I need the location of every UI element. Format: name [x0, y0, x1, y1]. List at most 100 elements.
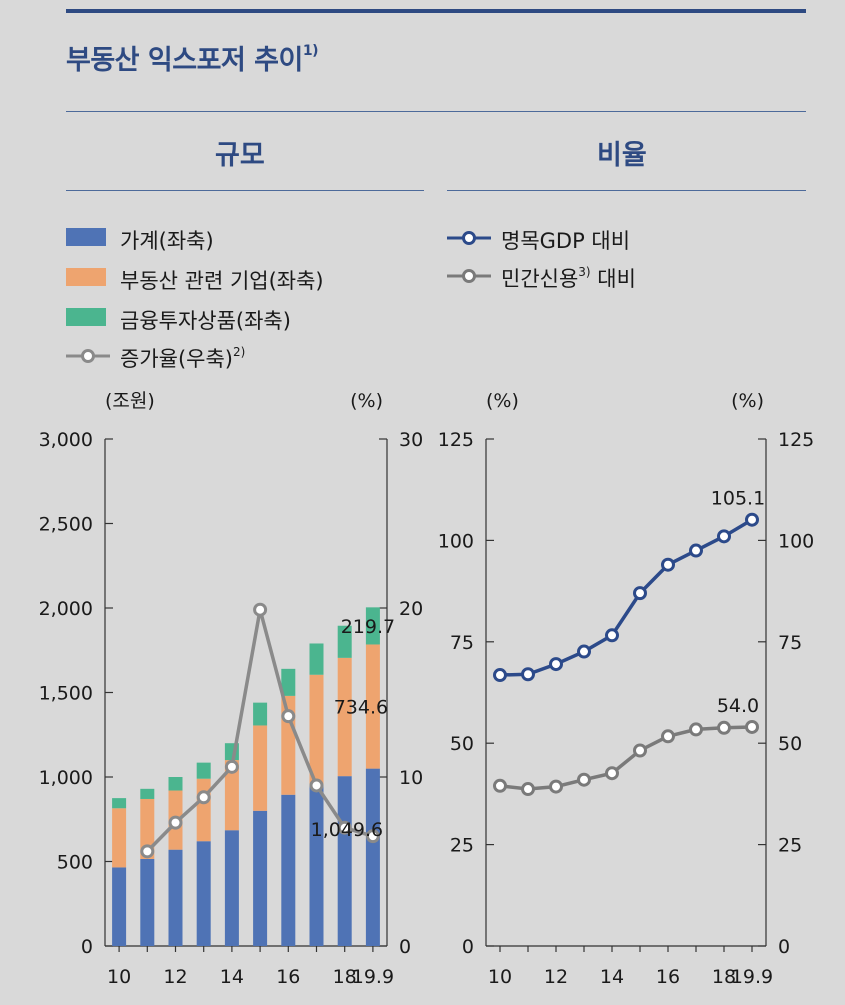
left-x-tick-label: 16: [276, 966, 300, 988]
left-section-divider: [66, 190, 424, 191]
title-divider: [66, 111, 806, 112]
left-right-tick-label: 10: [399, 767, 423, 789]
bar-financial: [112, 798, 127, 809]
bar-realestate: [112, 808, 127, 868]
section-title-size: 규모: [215, 140, 265, 171]
ratio-right-unit-label: (%): [731, 390, 764, 412]
page-title: 부동산 익스포저 추이1): [66, 38, 319, 77]
legend-marker-growth: [66, 349, 110, 363]
data-label-realestate: 734.6: [334, 697, 388, 719]
left-right-tick-label: 20: [399, 598, 423, 620]
bar-financial: [253, 702, 268, 726]
ratio-left-tick-label: 50: [450, 733, 474, 755]
left-x-tick-label: 18: [333, 966, 357, 988]
ratio-right-tick-label: 75: [778, 632, 802, 654]
bar-household: [112, 867, 127, 946]
left-chart-size: 0 500 1,000 1,500 2,000 2,500 3,000 0 10 20 30 (조원)…: [39, 390, 424, 988]
credit-ratio-point: [577, 772, 591, 787]
bar-financial: [337, 625, 352, 658]
growth-rate-point: [309, 778, 324, 793]
ratio-x-tick-label: 19.9: [731, 966, 773, 988]
left-left-tick-label: 3,000: [39, 429, 93, 451]
gdp-ratio-point: [633, 586, 647, 601]
legend-growth-footnote: 2): [233, 345, 246, 359]
legend-label-financial: 금융투자상품(좌축): [120, 309, 291, 333]
ratio-x-tick-label: 14: [600, 966, 624, 988]
ratio-right-tick-label: 100: [778, 530, 814, 552]
legend-label-growth-text: 증가율(우축): [120, 347, 233, 371]
ratio-x-tick-label: 16: [656, 966, 680, 988]
legend-label-household: 가계(좌축): [120, 229, 214, 253]
bar-household: [224, 830, 239, 946]
ratio-left-tick-label: 75: [450, 632, 474, 654]
bar-realestate: [309, 674, 324, 786]
ratio-left-tick-label: 25: [450, 835, 474, 857]
top-rule: [66, 9, 806, 13]
gdp-ratio-point: [549, 657, 563, 672]
ratio-x-tick-label: 10: [488, 966, 512, 988]
growth-rate-point: [224, 759, 239, 774]
legend-swatch-realestate: [66, 268, 106, 286]
gdp-ratio-point: [745, 512, 759, 527]
bar-financial: [281, 668, 296, 696]
legend-label-credit-suffix: 대비: [597, 267, 636, 291]
credit-ratio-point: [745, 719, 759, 734]
credit-ratio-point: [717, 720, 731, 735]
credit-ratio-point: [493, 778, 507, 793]
gdp-ratio-point: [605, 628, 619, 643]
legend-swatch-household: [66, 228, 106, 246]
credit-ratio-data-label: 54.0: [717, 695, 759, 717]
ratio-right-tick-label: 125: [778, 429, 814, 451]
legend-label-growth: 증가율(우축)2): [120, 343, 245, 373]
data-label-household: 1,049.6: [311, 819, 384, 841]
legend-label-realestate: 부동산 관련 기업(좌축): [120, 269, 324, 293]
page-title-text: 부동산 익스포저 추이: [66, 45, 303, 76]
right-section-divider: [447, 190, 806, 191]
left-right-tick-label: 0: [399, 936, 411, 958]
right-chart-ratio: 0 25 50 75 100 125 0 25 50 75 100 125 (%) (%) 10 12 14 16…: [438, 390, 815, 988]
growth-rate-point: [337, 820, 352, 835]
left-right-tick-label: 30: [399, 429, 423, 451]
bar-household: [337, 776, 352, 946]
ratio-x-tick-label: 12: [544, 966, 568, 988]
bar-financial: [168, 777, 183, 791]
bar-household: [281, 794, 296, 946]
section-title-ratio: 비율: [597, 140, 647, 171]
bar-realestate: [337, 657, 352, 777]
growth-rate-point: [140, 844, 155, 859]
gdp-ratio-point: [493, 668, 507, 683]
growth-rate-point: [196, 790, 211, 805]
bar-household: [253, 810, 268, 946]
gdp-ratio-data-label: 105.1: [711, 488, 765, 510]
left-left-tick-label: 0: [81, 936, 93, 958]
legend-marker-gdp: [447, 231, 491, 245]
ratio-right-tick-label: 0: [778, 936, 790, 958]
left-x-tick-label: 14: [220, 966, 244, 988]
bar-household: [365, 768, 380, 946]
left-left-tick-label: 2,500: [39, 514, 93, 536]
left-x-tick-label: 10: [107, 966, 131, 988]
gdp-ratio-point: [689, 543, 703, 558]
bar-realestate: [196, 778, 211, 842]
growth-rate-point: [253, 602, 268, 617]
left-left-tick-label: 1,500: [39, 683, 93, 705]
ratio-right-tick-label: 50: [778, 733, 802, 755]
title-footnote: 1): [302, 43, 319, 59]
bar-realestate: [224, 760, 239, 831]
growth-rate-point: [365, 829, 380, 844]
gdp-ratio-point: [661, 557, 675, 572]
bar-financial: [309, 643, 324, 675]
bar-financial: [365, 607, 380, 645]
bar-realestate: [253, 725, 268, 811]
ratio-x-tick-label: 18: [712, 966, 736, 988]
legend-swatch-financial: [66, 308, 106, 326]
left-left-tick-label: 500: [57, 852, 93, 874]
data-label-financial: 219.7: [341, 616, 395, 638]
left-unit-label: (조원): [105, 390, 155, 412]
right-unit-label: (%): [350, 390, 383, 412]
left-x-tick-label: 19.9: [352, 966, 394, 988]
credit-ratio-point: [549, 779, 563, 794]
gdp-ratio-line: [499, 518, 753, 677]
growth-rate-point: [281, 709, 296, 724]
